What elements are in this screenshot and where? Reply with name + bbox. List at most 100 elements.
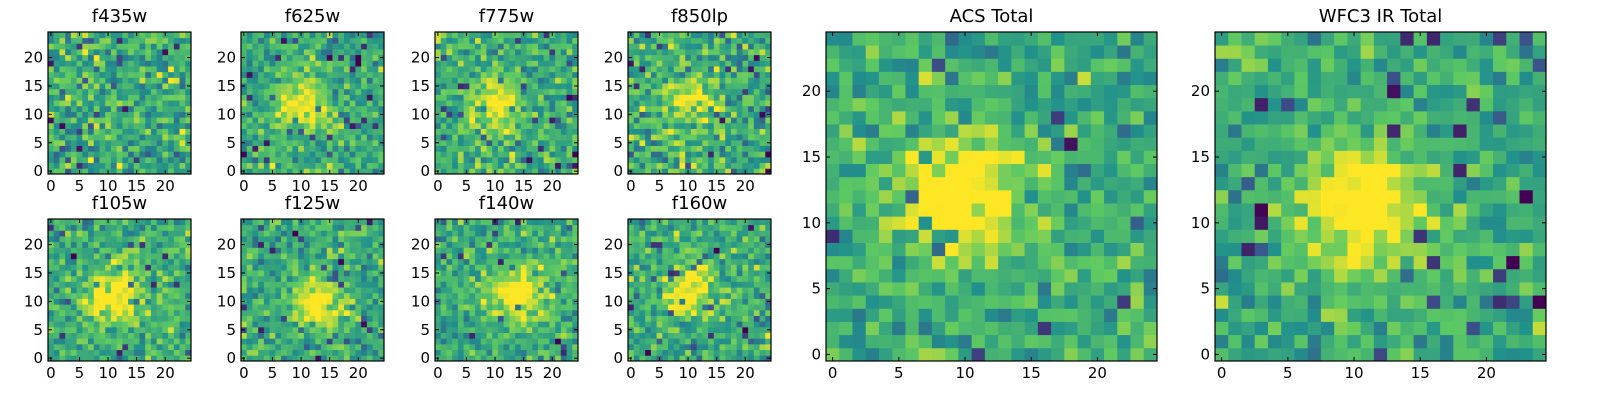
heatmap-cell <box>537 156 545 164</box>
heatmap-cell <box>252 54 259 61</box>
heatmap-cell <box>70 253 77 260</box>
heatmap-cell <box>99 168 106 175</box>
heatmap-cell <box>116 332 123 339</box>
heatmap-cell <box>361 32 368 39</box>
heatmap-cell <box>639 105 646 112</box>
heatmap-cell <box>543 349 550 356</box>
heatmap-cell <box>53 298 60 305</box>
heatmap-cell <box>321 37 328 44</box>
heatmap-cell <box>452 326 459 333</box>
heatmap-cell <box>759 43 766 50</box>
heatmap-cell <box>59 315 66 322</box>
heatmap-cell <box>70 236 77 243</box>
heatmap-cell <box>179 349 186 356</box>
heatmap-cell <box>361 270 368 277</box>
heatmap-cell <box>162 83 169 90</box>
heatmap-cell <box>503 71 510 78</box>
heatmap-cell <box>736 66 743 73</box>
heatmap-cell <box>269 111 276 118</box>
heatmap-cell <box>730 37 738 44</box>
heatmap-cell <box>185 156 192 164</box>
heatmap-cell <box>662 315 669 322</box>
heatmap-cell <box>690 77 698 84</box>
heatmap-cell <box>168 287 175 294</box>
heatmap-cell <box>116 162 123 169</box>
heatmap-cell <box>719 54 726 61</box>
heatmap-cell <box>366 32 373 39</box>
heatmap-cell <box>509 230 516 237</box>
heatmap-cell <box>650 168 657 175</box>
heatmap-cell <box>555 309 562 316</box>
heatmap-cell <box>315 258 322 265</box>
heatmap-cell <box>446 332 453 339</box>
heatmap-cell <box>690 151 698 158</box>
heatmap-cell <box>241 224 248 231</box>
heatmap-cell <box>469 270 476 277</box>
heatmap-cell <box>116 247 123 254</box>
heatmap-cell <box>65 224 72 231</box>
heatmap-cell <box>435 117 442 124</box>
y-tick-label: 0 <box>226 349 236 367</box>
heatmap-cell <box>88 37 95 44</box>
heatmap-cell <box>713 37 720 44</box>
heatmap-cell <box>515 145 522 152</box>
heatmap-cell <box>555 71 562 78</box>
heatmap-cell <box>742 326 749 333</box>
heatmap-cell <box>110 230 118 237</box>
heatmap-cell <box>168 298 175 305</box>
heatmap-cell <box>440 145 447 152</box>
heatmap-cell <box>349 71 356 78</box>
heatmap-cell <box>560 88 567 95</box>
heatmap-cell <box>435 145 442 152</box>
heatmap-cell <box>446 122 453 129</box>
heatmap-cell <box>298 338 305 345</box>
heatmap-cell <box>332 88 339 95</box>
heatmap-cell <box>662 43 669 50</box>
heatmap-cell <box>378 304 385 311</box>
heatmap-cell <box>139 355 146 362</box>
heatmap-cell <box>59 88 66 95</box>
heatmap-cell <box>555 151 562 158</box>
heatmap-cell <box>275 281 282 288</box>
heatmap-cell <box>372 60 379 67</box>
heatmap-cell <box>480 315 487 322</box>
heatmap-cell <box>332 287 339 294</box>
heatmap-cell <box>719 134 726 141</box>
heatmap-cell <box>76 111 83 118</box>
heatmap-cell <box>321 145 328 152</box>
heatmap-cell <box>668 128 675 135</box>
heatmap-cell <box>543 162 550 169</box>
heatmap-cell <box>53 247 60 254</box>
heatmap-cell <box>673 139 680 146</box>
heatmap-cell <box>719 37 726 44</box>
heatmap-cell <box>133 77 140 84</box>
heatmap-cell <box>241 264 248 271</box>
heatmap-cell <box>452 270 459 277</box>
heatmap-cell <box>361 349 368 356</box>
heatmap-cell <box>48 71 55 78</box>
heatmap-cell <box>378 287 385 294</box>
heatmap-cell <box>452 241 459 248</box>
heatmap-cell <box>275 60 282 67</box>
heatmap-cell <box>503 275 510 282</box>
heatmap-cell <box>298 321 305 328</box>
heatmap-cell <box>463 77 470 84</box>
heatmap-cell <box>748 343 755 351</box>
heatmap-cell <box>696 43 703 50</box>
x-tick-label: 20 <box>543 177 562 195</box>
heatmap-cell <box>748 134 755 141</box>
heatmap-cell <box>128 349 135 356</box>
heatmap-cell <box>748 326 755 333</box>
heatmap-cell <box>303 247 311 254</box>
heatmap-cell <box>355 247 362 254</box>
heatmap-cell <box>145 224 152 231</box>
heatmap-cell <box>65 315 72 322</box>
heatmap-cell <box>269 224 276 231</box>
heatmap-cell <box>628 105 635 112</box>
heatmap-cell <box>252 71 259 78</box>
heatmap-cell <box>298 309 305 316</box>
heatmap-cell <box>520 71 527 78</box>
heatmap-cell <box>555 100 562 107</box>
heatmap-cell <box>469 241 476 248</box>
heatmap-cell <box>298 49 305 56</box>
